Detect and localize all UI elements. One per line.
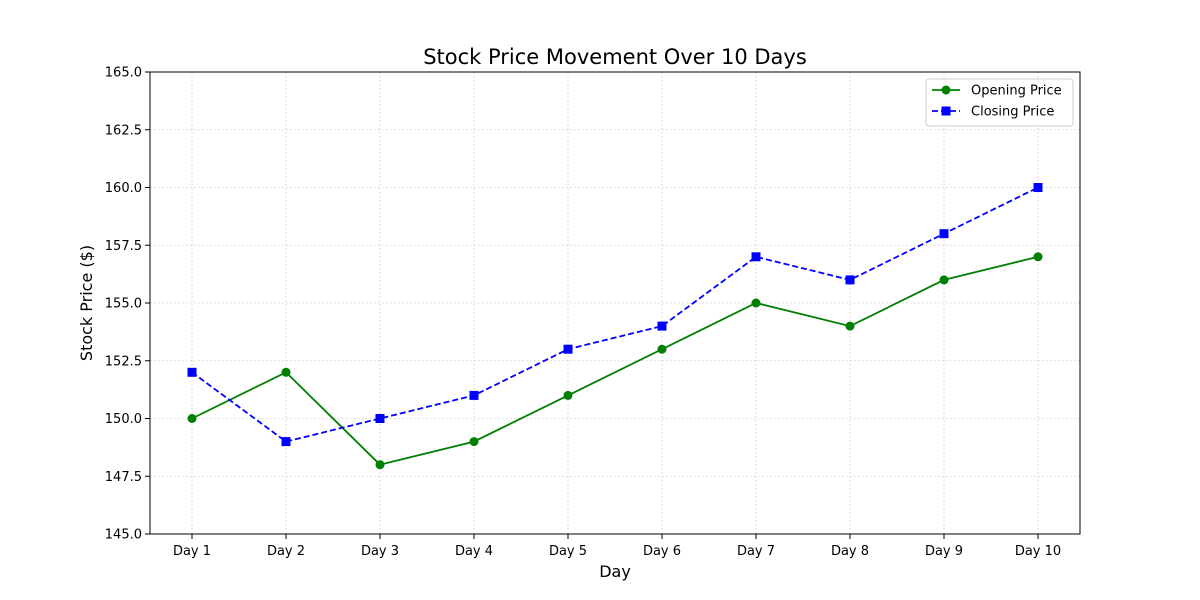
- data-point: [187, 414, 197, 423]
- y-tick-label: 155.0: [105, 297, 142, 312]
- series-line: [191, 186, 1039, 443]
- data-point: [845, 275, 855, 285]
- data-point: [939, 275, 949, 285]
- legend-label: Closing Price: [971, 105, 1054, 120]
- x-tick-label: Day 5: [549, 544, 587, 559]
- y-tick-label: 162.5: [105, 123, 142, 138]
- x-tick-label: Day 10: [1015, 544, 1061, 559]
- y-tick-label: 147.5: [105, 470, 142, 485]
- legend: Opening Price Closing Price: [925, 78, 1074, 127]
- data-point: [281, 367, 291, 377]
- data-point: [469, 390, 479, 400]
- y-tick-label: 152.5: [105, 354, 142, 369]
- legend-marker-swatch: [941, 106, 951, 116]
- x-tick-label: Day 2: [267, 544, 305, 559]
- data-point: [375, 460, 385, 470]
- data-point: [751, 252, 761, 262]
- data-point: [1033, 183, 1043, 192]
- x-axis-label: Day: [599, 562, 631, 581]
- data-point: [469, 437, 479, 447]
- y-tick-label: 160.0: [105, 181, 142, 196]
- data-point: [563, 344, 573, 354]
- y-tick-label: 157.5: [105, 239, 142, 254]
- data-point: [845, 321, 855, 331]
- legend-item: Closing Price: [932, 105, 1054, 120]
- x-tick-label: Day 8: [831, 544, 869, 559]
- y-axis: 145.0 147.5 150.0 152.5 155.0 157.5 160.0 162.5…: [105, 66, 150, 543]
- x-tick-label: Day 4: [455, 544, 493, 559]
- data-point: [187, 367, 197, 377]
- x-tick-label: Day 3: [361, 544, 399, 559]
- y-tick-label: 165.0: [105, 66, 142, 81]
- series-closing-price: [187, 183, 1043, 447]
- legend-box: [925, 78, 1074, 127]
- data-point: [281, 437, 291, 447]
- data-point: [657, 344, 667, 354]
- grid-lines: [150, 71, 1080, 535]
- x-tick-label: Day 9: [925, 544, 963, 559]
- data-point: [1033, 252, 1043, 262]
- series-opening-price: [187, 252, 1043, 470]
- chart-title: Stock Price Movement Over 10 Days: [423, 45, 807, 69]
- data-point: [657, 321, 667, 331]
- legend-item: Opening Price: [932, 84, 1062, 99]
- x-tick-label: Day 1: [173, 544, 211, 559]
- data-point: [563, 390, 573, 400]
- y-axis-label: Stock Price ($): [77, 245, 96, 361]
- data-point: [375, 414, 385, 423]
- x-tick-label: Day 7: [737, 544, 775, 559]
- data-point: [751, 298, 761, 308]
- series-line: [191, 255, 1039, 466]
- data-point: [939, 229, 949, 239]
- x-tick-label: Day 6: [643, 544, 681, 559]
- y-tick-label: 150.0: [105, 412, 142, 427]
- legend-label: Opening Price: [971, 84, 1062, 99]
- series-layer: [187, 183, 1043, 470]
- legend-marker-swatch: [941, 85, 951, 95]
- x-axis: Day 1 Day 2 Day 3 Day 4 Day 5 Day 6 Day 7 Day 8…: [173, 534, 1061, 559]
- y-tick-label: 145.0: [105, 528, 142, 543]
